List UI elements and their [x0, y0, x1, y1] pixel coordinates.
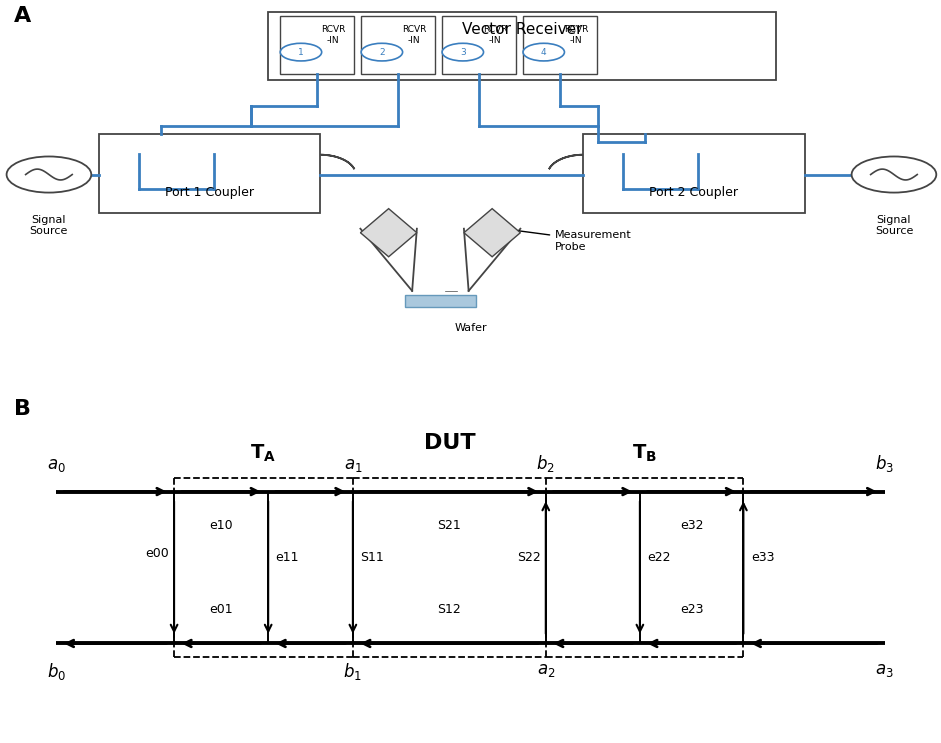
Bar	[99, 134, 320, 212]
Text: RCVR: RCVR	[564, 25, 588, 33]
Polygon shape	[360, 209, 417, 257]
Text: $\bf{T_A}$: $\bf{T_A}$	[250, 442, 277, 464]
Bar	[523, 16, 597, 74]
Text: Port 1 Coupler: Port 1 Coupler	[165, 186, 254, 198]
Text: $b_2$: $b_2$	[536, 453, 555, 474]
Bar	[406, 295, 476, 307]
Text: 3: 3	[460, 48, 466, 56]
Text: e01: e01	[209, 603, 233, 616]
Text: 2: 2	[379, 48, 385, 56]
Text: -IN: -IN	[407, 36, 421, 45]
Text: S12: S12	[438, 603, 461, 616]
Text: $\bf{T_B}$: $\bf{T_B}$	[632, 442, 657, 464]
Text: $a_3$: $a_3$	[875, 661, 894, 679]
Text: -IN: -IN	[569, 36, 582, 45]
Text: $a_0$: $a_0$	[47, 456, 66, 474]
Text: e10: e10	[209, 519, 233, 532]
Text: S22: S22	[518, 551, 541, 563]
Text: DUT: DUT	[423, 433, 475, 453]
Text: 4: 4	[541, 48, 547, 56]
Bar	[268, 12, 776, 80]
Text: 1: 1	[298, 48, 304, 56]
Text: e23: e23	[680, 603, 703, 616]
Bar	[361, 16, 435, 74]
Text: e33: e33	[751, 551, 774, 563]
Bar	[583, 134, 805, 212]
Bar	[280, 16, 354, 74]
Circle shape	[442, 43, 484, 61]
Text: $b_0$: $b_0$	[47, 661, 66, 682]
Text: -IN: -IN	[488, 36, 502, 45]
Text: e00: e00	[146, 547, 169, 560]
Text: Signal
Source: Signal Source	[30, 215, 68, 236]
Circle shape	[523, 43, 565, 61]
Text: RCVR: RCVR	[402, 25, 426, 33]
Text: B: B	[14, 399, 31, 419]
Bar	[442, 16, 516, 74]
Text: Signal
Source: Signal Source	[875, 215, 913, 236]
Text: Wafer: Wafer	[455, 323, 486, 333]
Text: Port 2 Coupler: Port 2 Coupler	[649, 186, 739, 198]
Text: RCVR: RCVR	[483, 25, 507, 33]
Polygon shape	[464, 209, 520, 257]
Text: $a_2$: $a_2$	[536, 661, 555, 679]
Circle shape	[852, 157, 936, 192]
Circle shape	[7, 157, 91, 192]
Text: $b_1$: $b_1$	[343, 661, 362, 682]
Circle shape	[280, 43, 322, 61]
Text: $b_3$: $b_3$	[875, 453, 894, 474]
Text: S11: S11	[360, 551, 384, 563]
Text: $a_1$: $a_1$	[343, 456, 362, 474]
Text: A: A	[14, 6, 31, 26]
Text: e32: e32	[680, 519, 703, 532]
Text: Measurement
Probe: Measurement Probe	[492, 226, 632, 252]
Text: Vector Receiver: Vector Receiver	[462, 22, 582, 37]
Text: RCVR: RCVR	[321, 25, 345, 33]
Text: e11: e11	[276, 551, 299, 563]
Text: S21: S21	[438, 519, 461, 532]
Text: e22: e22	[647, 551, 671, 563]
Circle shape	[361, 43, 403, 61]
Text: -IN: -IN	[327, 36, 340, 45]
